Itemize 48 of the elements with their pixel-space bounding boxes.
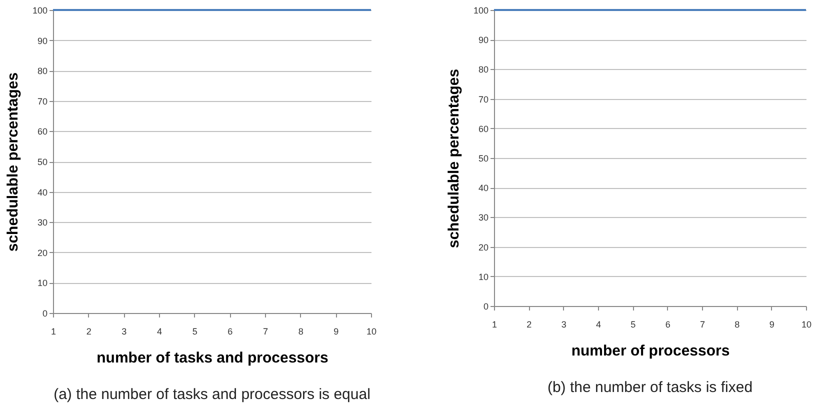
y-tick-label: 70 [478, 94, 488, 104]
x-tick-label: 4 [596, 320, 602, 330]
y-tick-label: 30 [37, 218, 48, 228]
text: (b) the number of tasks is fixed [547, 379, 753, 396]
x-tick-label: 3 [122, 326, 127, 336]
y-tick-label: 100 [473, 6, 488, 16]
x-axis-title: number of processors [571, 342, 730, 360]
y-tick-label: 60 [478, 124, 488, 134]
y-tick-label: 10 [37, 278, 48, 288]
x-tick-label: 8 [298, 326, 304, 336]
x-tick-label: 6 [665, 320, 670, 330]
y-tick-label: 80 [478, 64, 488, 75]
y-tick-label: 90 [478, 35, 488, 46]
y-tick-label: 20 [37, 248, 48, 258]
y-tick-label: 40 [478, 183, 488, 194]
x-tick-label: 7 [700, 320, 706, 330]
y-tick-label: 90 [37, 36, 48, 46]
x-tick-label: 1 [492, 320, 498, 330]
y-axis-title: schedulable percentages [4, 72, 22, 252]
x-tick-label: 2 [526, 320, 532, 330]
x-tick-label: 6 [228, 326, 233, 336]
y-tick-label: 20 [478, 242, 488, 252]
y-tick-label: 0 [483, 302, 488, 312]
x-axis-title: number of tasks and processors [96, 350, 328, 366]
x-tick-label: 2 [86, 326, 92, 336]
x-tick-label: 7 [262, 326, 268, 336]
x-tick-label: 9 [769, 320, 774, 330]
x-tick-label: 9 [334, 326, 339, 336]
x-tick-label: 10 [366, 326, 377, 336]
x-tick-label: 4 [156, 326, 162, 336]
y-tick-label: 60 [37, 126, 48, 137]
y-tick-label: 50 [37, 157, 48, 167]
y-tick-label: 70 [37, 96, 48, 106]
x-tick-label: 5 [192, 326, 198, 336]
y-tick-label: 100 [32, 6, 48, 16]
x-tick-label: 3 [561, 320, 566, 330]
y-tick-label: 30 [478, 212, 488, 223]
y-tick-label: 80 [37, 66, 48, 76]
text: (a) the number of tasks and processors is equal [54, 386, 370, 403]
x-tick-label: 10 [801, 320, 812, 330]
x-tick-label: 8 [734, 320, 740, 330]
x-tick-label: 1 [50, 326, 56, 336]
y-tick-label: 10 [478, 272, 488, 282]
y-tick-label: 0 [42, 308, 48, 318]
y-tick-label: 50 [478, 154, 488, 164]
x-tick-label: 5 [630, 320, 636, 330]
y-axis-title: schedulable percentages [445, 68, 462, 248]
y-tick-label: 40 [37, 187, 48, 198]
